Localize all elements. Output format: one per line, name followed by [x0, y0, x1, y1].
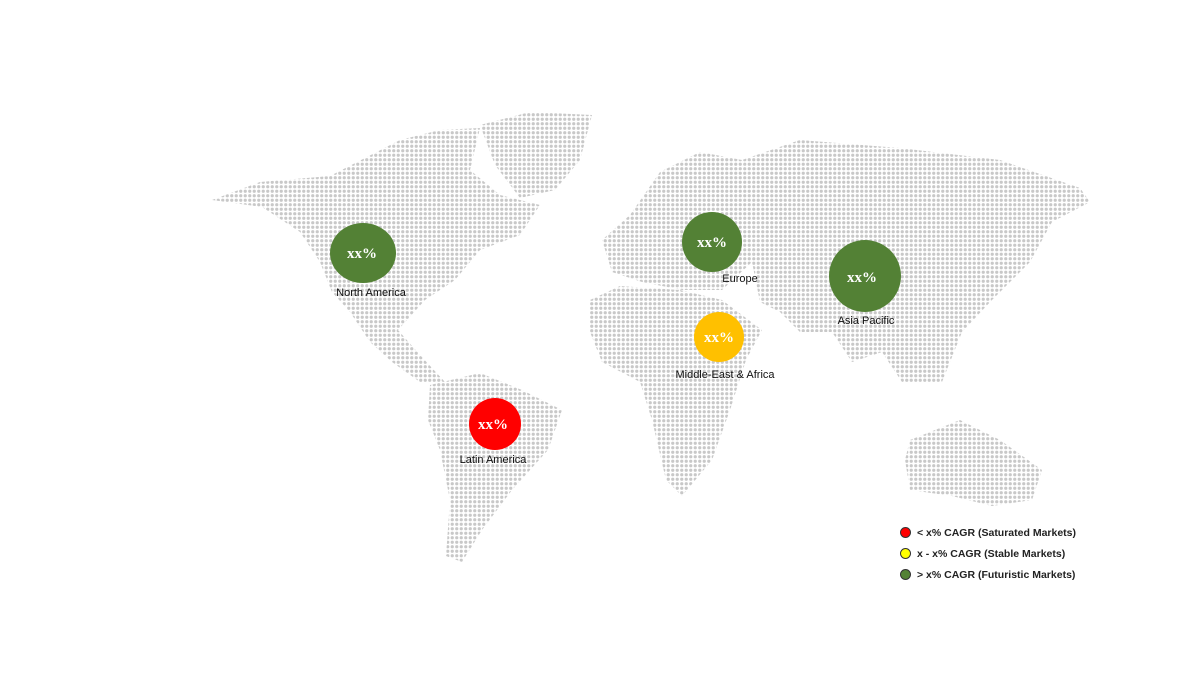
- region-middle-east-africa: xx% Middle-East & Africa: [675, 312, 775, 381]
- legend-dot: [900, 548, 911, 559]
- land-south-america: [428, 373, 562, 562]
- land-europe: [602, 152, 762, 290]
- land-australia: [905, 420, 1042, 506]
- legend-dot: [900, 569, 911, 580]
- land-greenland: [480, 112, 592, 198]
- region-bubble: [682, 212, 742, 272]
- land-asia: [742, 140, 1090, 382]
- region-label: Europe: [722, 273, 757, 285]
- land-africa: [590, 286, 762, 496]
- legend-item-stable: x - x% CAGR (Stable Markets): [900, 543, 1076, 564]
- region-bubble: [469, 398, 521, 450]
- region-bubble: [829, 240, 901, 312]
- region-value: xx%: [347, 246, 377, 262]
- region-value: xx%: [478, 417, 508, 433]
- region-bubble: [694, 312, 744, 362]
- legend-item-saturated: < x% CAGR (Saturated Markets): [900, 522, 1076, 543]
- region-north-america: xx% North America: [330, 223, 407, 299]
- legend-label: > x% CAGR (Futuristic Markets): [917, 568, 1076, 581]
- legend-label: < x% CAGR (Saturated Markets): [917, 526, 1077, 539]
- region-label: Asia Pacific: [838, 315, 895, 327]
- legend-label: x - x% CAGR (Stable Markets): [917, 547, 1066, 560]
- region-label: North America: [336, 287, 407, 299]
- legend: < x% CAGR (Saturated Markets) x - x% CAG…: [900, 522, 1076, 585]
- legend-item-futuristic: > x% CAGR (Futuristic Markets): [900, 564, 1076, 585]
- region-label: Latin America: [460, 454, 528, 466]
- region-value: xx%: [847, 270, 877, 286]
- region-europe: xx% Europe: [682, 212, 758, 285]
- region-latin-america: xx% Latin America: [460, 398, 528, 466]
- region-value: xx%: [697, 235, 727, 251]
- region-value: xx%: [704, 330, 734, 346]
- region-asia-pacific: xx% Asia Pacific: [829, 240, 901, 327]
- legend-dot: [900, 527, 911, 538]
- region-label: Middle-East & Africa: [675, 369, 775, 381]
- region-bubble: [330, 223, 396, 283]
